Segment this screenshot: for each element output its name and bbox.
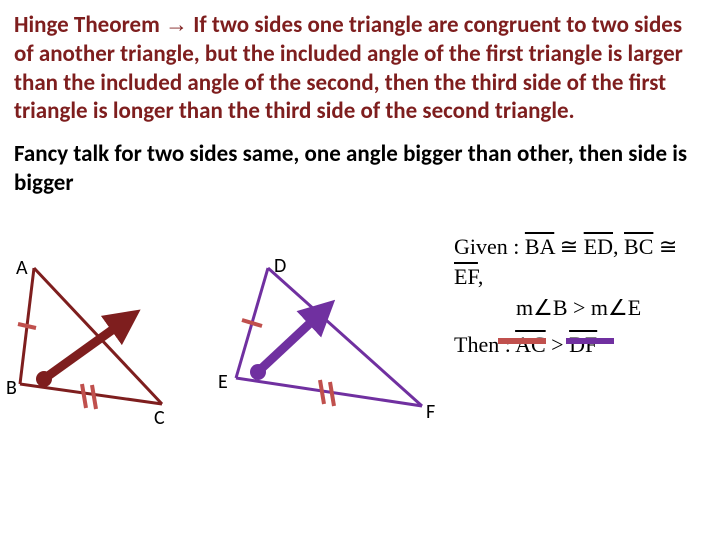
seg-bc: BC — [624, 234, 653, 259]
then-line: Then : AC > DF — [454, 330, 706, 361]
cong2: ≅ — [653, 234, 677, 259]
seg-df: DF — [569, 332, 597, 357]
vertex-a: A — [16, 256, 28, 280]
seg-ef: EF — [454, 264, 478, 289]
seg-ba: BA — [525, 234, 554, 259]
vertex-b: B — [6, 376, 17, 400]
vertex-d: D — [274, 254, 286, 278]
seg-ed: ED — [584, 234, 613, 259]
theorem-name: Hinge Theorem — [14, 11, 160, 39]
given-prefix: Given : — [454, 234, 525, 259]
triangle-def — [214, 228, 444, 428]
figure-area: A B C D E F Given : BA ≅ ED, BC ≅ EF, m∠… — [14, 228, 706, 458]
triangle-abc — [14, 228, 214, 428]
gt: > — [546, 332, 569, 357]
comma1: , — [613, 234, 624, 259]
seg-ac: AC — [515, 332, 546, 357]
vertex-f: F — [426, 400, 435, 424]
theorem-title: Hinge Theorem → If two sides one triangl… — [14, 10, 706, 126]
title-arrow: → — [165, 11, 188, 37]
vertex-c: C — [154, 406, 165, 430]
cong1: ≅ — [554, 234, 583, 259]
given-line-1: Given : BA ≅ ED, BC ≅ EF, — [454, 232, 706, 294]
underline-df — [566, 338, 614, 344]
then-prefix: Then : — [454, 332, 515, 357]
underline-ac — [498, 338, 546, 344]
vertex-e: E — [218, 370, 228, 394]
given-line-2: m∠B > m∠E — [454, 293, 706, 324]
plain-english: Fancy talk for two sides same, one angle… — [14, 140, 706, 198]
